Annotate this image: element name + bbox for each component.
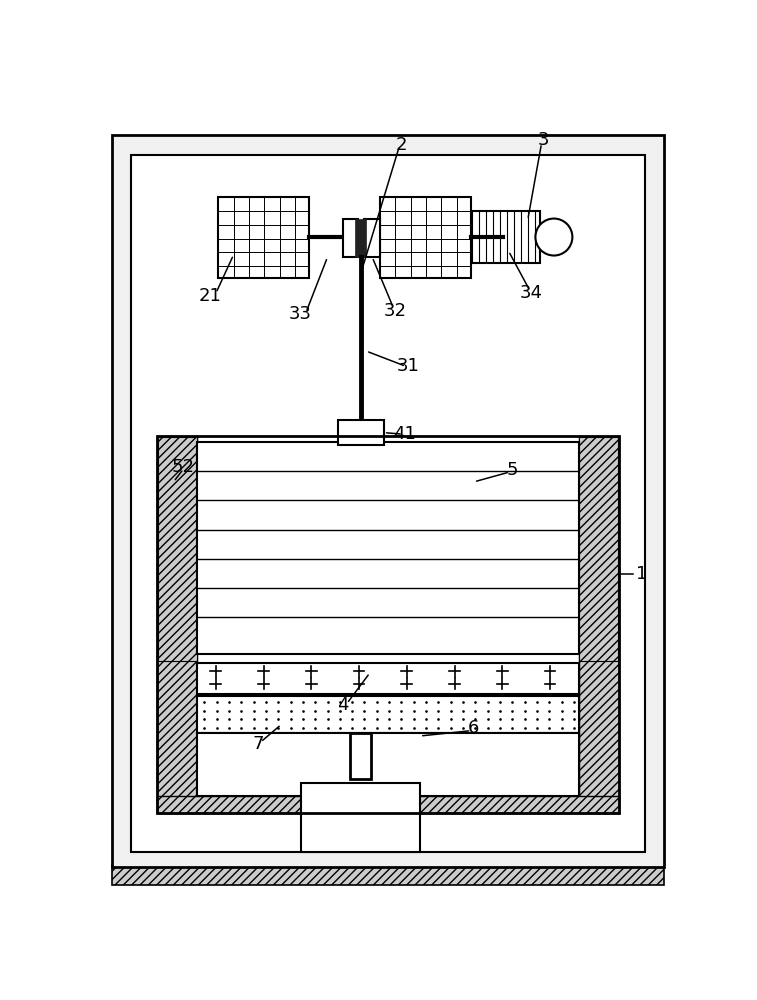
Bar xyxy=(131,155,645,852)
Bar xyxy=(157,796,619,813)
Text: 32: 32 xyxy=(384,302,407,320)
Bar xyxy=(350,733,372,779)
Bar xyxy=(343,219,358,257)
Text: 5: 5 xyxy=(506,461,518,479)
Text: 4: 4 xyxy=(337,696,349,714)
Text: 1: 1 xyxy=(636,565,647,583)
Bar xyxy=(197,696,579,733)
Bar xyxy=(579,436,619,813)
Bar xyxy=(364,219,380,257)
Bar xyxy=(380,197,471,278)
Bar xyxy=(218,197,309,278)
Bar xyxy=(301,783,420,852)
Bar xyxy=(197,442,579,654)
Bar xyxy=(579,437,618,661)
Bar xyxy=(338,420,384,445)
Bar xyxy=(157,436,619,813)
Text: 6: 6 xyxy=(468,719,479,737)
Bar xyxy=(355,219,366,257)
Text: 7: 7 xyxy=(253,735,264,753)
Text: 41: 41 xyxy=(393,425,416,443)
Bar xyxy=(197,733,579,796)
Text: 21: 21 xyxy=(199,287,222,305)
Bar xyxy=(157,436,197,813)
Circle shape xyxy=(535,219,572,256)
Text: 33: 33 xyxy=(289,305,312,323)
Text: 3: 3 xyxy=(537,131,549,149)
Bar xyxy=(112,865,664,885)
Bar xyxy=(197,663,579,694)
Bar xyxy=(472,211,540,263)
Text: 34: 34 xyxy=(520,284,543,302)
Text: 2: 2 xyxy=(396,136,407,154)
Text: 31: 31 xyxy=(397,357,420,375)
Text: 52: 52 xyxy=(171,458,195,476)
Bar xyxy=(158,437,197,661)
